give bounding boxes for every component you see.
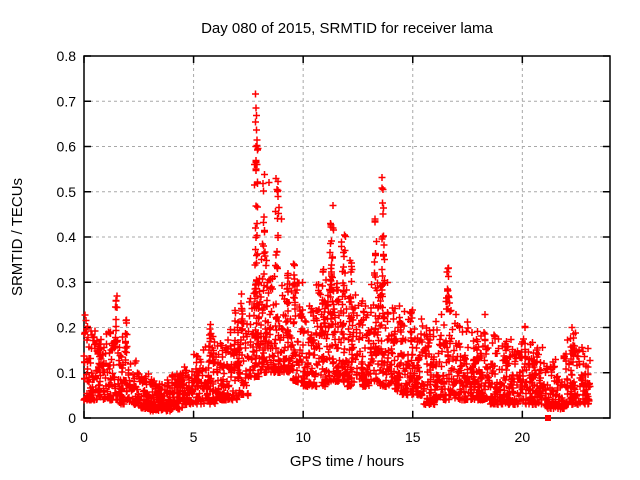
x-tick-label: 10 [295, 429, 311, 445]
y-tick-label: 0.4 [57, 229, 77, 245]
y-tick-label: 0.6 [57, 139, 77, 155]
x-tick-label: 5 [190, 429, 198, 445]
scatter-points [80, 90, 594, 421]
y-tick-label: 0 [68, 410, 76, 426]
x-tick-label: 15 [405, 429, 421, 445]
data-point-markers [80, 90, 594, 415]
y-tick-label: 0.8 [57, 48, 77, 64]
y-tick-label: 0.1 [57, 365, 77, 381]
y-tick-label: 0.2 [57, 320, 77, 336]
axes-frame [83, 55, 611, 419]
x-tick-label: 20 [515, 429, 531, 445]
y-tick-label: 0.5 [57, 184, 77, 200]
y-tick-label: 0.7 [57, 93, 77, 109]
x-tick-label: 0 [80, 429, 88, 445]
x-axis-label: GPS time / hours [290, 453, 404, 470]
chart-title: Day 080 of 2015, SRMTID for receiver lam… [201, 20, 493, 37]
y-axis-label: SRMTID / TECUs [9, 178, 26, 296]
axis-tick-labels: 0 5 10 15 20 0 0.1 0.2 0.3 0.4 0.5 0.6 0.7 0.8 [57, 48, 531, 445]
y-tick-label: 0.3 [57, 274, 77, 290]
zero-value-square-marker [544, 415, 551, 421]
